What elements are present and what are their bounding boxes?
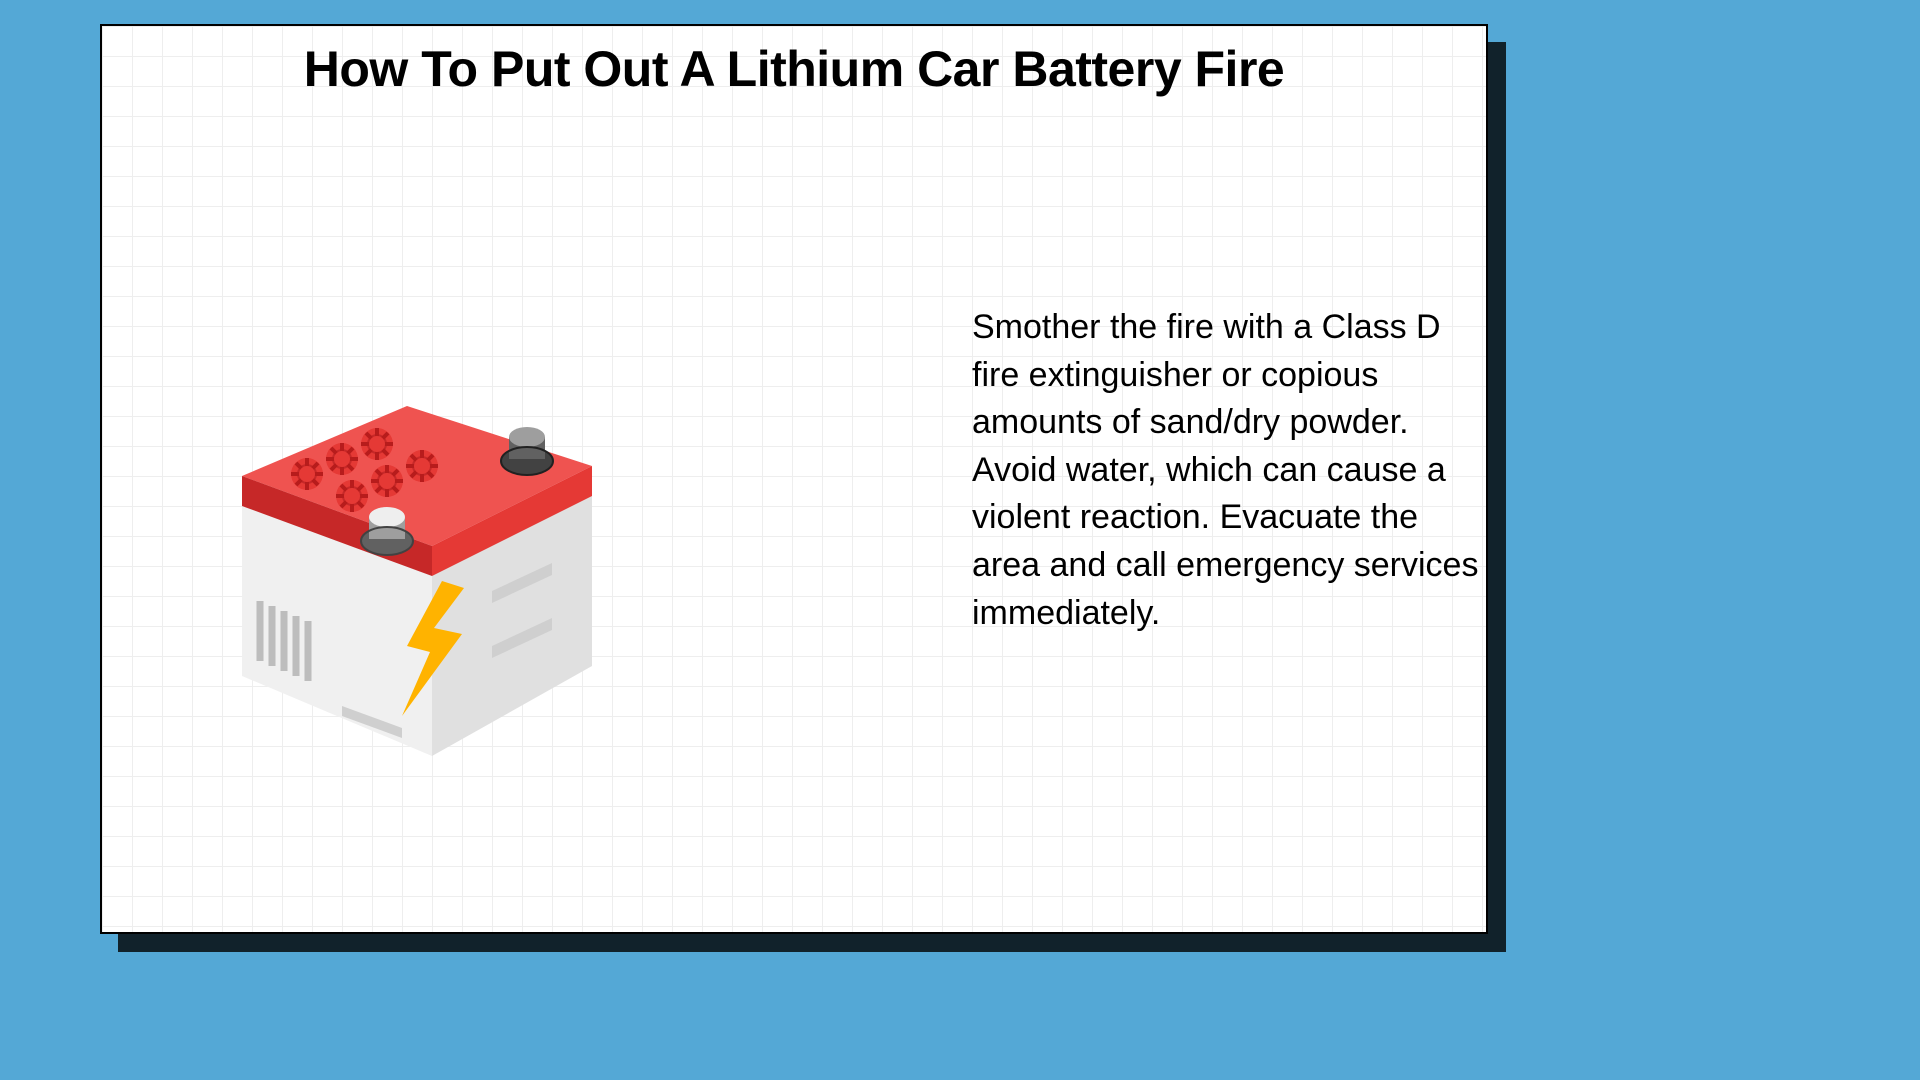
info-card: How To Put Out A Lithium Car Battery Fir… (100, 24, 1488, 934)
battery-icon (212, 366, 612, 786)
page-title: How To Put Out A Lithium Car Battery Fir… (102, 40, 1486, 98)
instruction-text: Smother the fire with a Class D fire ext… (972, 304, 1492, 637)
